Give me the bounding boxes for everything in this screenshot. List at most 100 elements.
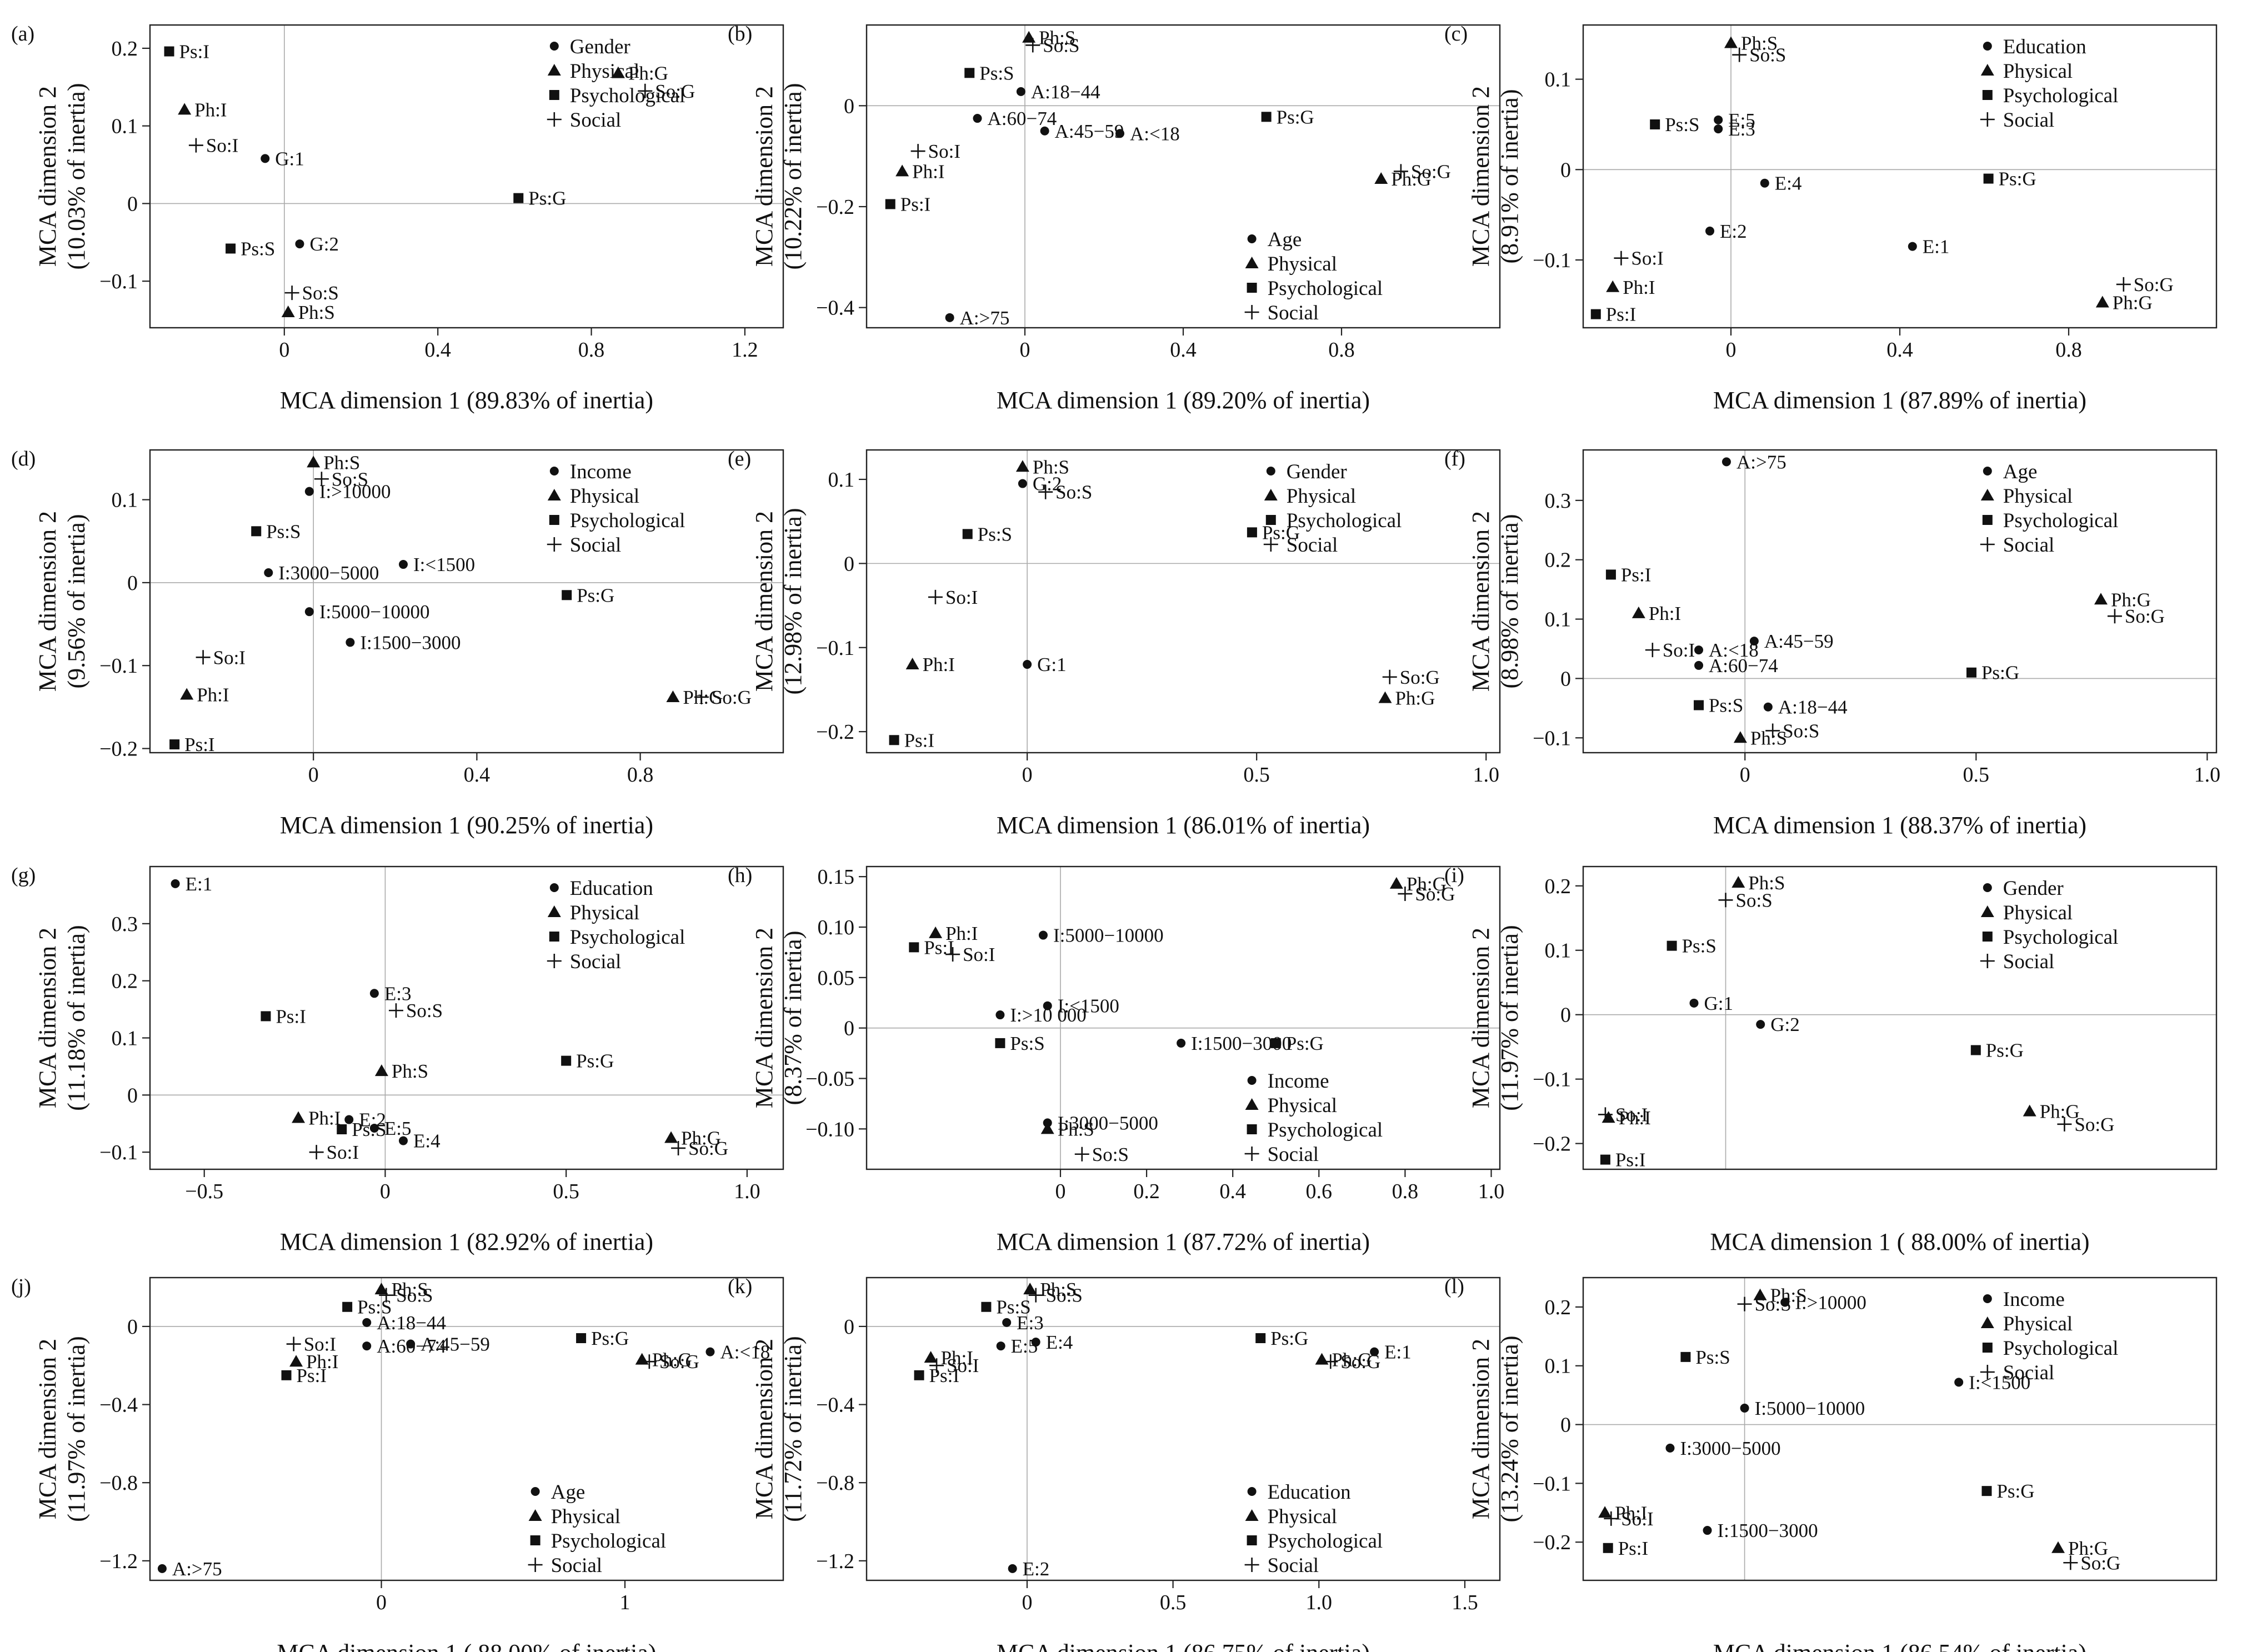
- point-label: Ps:G: [1986, 1039, 2024, 1061]
- y-tick-label: 0: [127, 1315, 138, 1339]
- x-tick-label: 1.0: [2194, 763, 2221, 787]
- data-point: [369, 989, 379, 998]
- point-label: Ps:G: [1996, 1480, 2034, 1502]
- point-label: So:S: [1749, 44, 1786, 66]
- x-tick-label: 1.0: [734, 1180, 760, 1203]
- point-label: So:G: [2134, 274, 2174, 296]
- point-label: Ps:S: [1709, 695, 1743, 717]
- data-point: [1040, 126, 1049, 136]
- data-point: [1323, 1354, 1338, 1369]
- y-axis-label-inertia: (12.98% of inertia): [779, 508, 807, 695]
- point-label: Ph:S: [392, 1060, 428, 1082]
- y-tick-label: −0.2: [1533, 1133, 1571, 1156]
- data-point: [929, 1358, 944, 1373]
- data-point: [1074, 1147, 1089, 1162]
- data-point: [1018, 479, 1027, 488]
- legend-entry: Social: [2003, 1361, 2054, 1384]
- y-axis-label-inertia: (8.91% of inertia): [1496, 89, 1523, 264]
- legend-symbol-plus: [547, 537, 562, 552]
- data-point: [379, 1288, 394, 1303]
- data-point: [664, 1131, 678, 1143]
- data-point: [1604, 1511, 1619, 1526]
- x-axis-label: MCA dimension 1 (87.89% of inertia): [1713, 387, 2086, 414]
- x-tick-label: 1: [620, 1591, 630, 1614]
- data-point: [289, 1355, 303, 1367]
- point-label: I:<1500: [413, 554, 475, 575]
- data-point: [1025, 38, 1040, 53]
- plot-frame: [865, 449, 1501, 754]
- y-tick-label: 0.2: [1545, 875, 1572, 898]
- legend-entry: Physical: [2003, 485, 2073, 508]
- point-label: Ps:S: [241, 238, 275, 259]
- y-tick-label: 0: [1560, 158, 1571, 182]
- data-point: [1315, 1353, 1329, 1365]
- point-label: A:>75: [1736, 451, 1786, 473]
- data-point: [885, 199, 895, 209]
- data-point: [996, 1341, 1005, 1351]
- legend-symbol-circle: [1247, 234, 1257, 243]
- legend-symbol-square: [1982, 1343, 1993, 1353]
- point-label: E:5: [1011, 1335, 1038, 1357]
- data-point: [671, 1140, 686, 1155]
- point-label: Ph:S: [298, 302, 335, 323]
- point-label: I:<1500: [1058, 995, 1119, 1017]
- point-label: Ph:S: [1058, 1118, 1094, 1140]
- point-label: So:I: [213, 647, 246, 668]
- legend-entry: Gender: [2003, 877, 2064, 900]
- data-point: [1598, 1506, 1612, 1518]
- chart-panel-g: (g) −0.1 0 0.1 0.2 0.3 −0.5 0 0.5 1.0 MCA dimensio…: [11, 864, 784, 1255]
- data-point: [1740, 1403, 1749, 1413]
- legend-symbol-plus: [1244, 1558, 1259, 1572]
- point-label: So:G: [2074, 1114, 2114, 1135]
- x-tick-label: 0.8: [1392, 1180, 1419, 1203]
- data-point: [929, 926, 943, 938]
- point-label: Ps:I: [904, 729, 934, 751]
- data-point: [178, 103, 192, 115]
- y-tick-label: −0.1: [1533, 1068, 1571, 1092]
- y-tick-label: −0.2: [99, 738, 138, 761]
- point-label: Ps:S: [1682, 935, 1716, 957]
- x-tick-label: 0.5: [553, 1180, 579, 1203]
- data-point: [171, 879, 180, 888]
- legend-entry: Psychological: [570, 926, 685, 949]
- point-label: A:45−59: [1055, 121, 1124, 142]
- data-point: [1703, 1526, 1712, 1535]
- legend-entry: Psychological: [2003, 926, 2119, 949]
- y-axis-label-inertia: (8.98% of inertia): [1496, 514, 1523, 689]
- y-tick-label: 0.1: [828, 468, 855, 492]
- x-tick-label: 1.2: [732, 338, 758, 362]
- data-point: [2051, 1541, 2065, 1553]
- point-label: Ph:I: [308, 1107, 341, 1129]
- x-tick-label: 0.8: [1328, 338, 1355, 362]
- legend-symbol-triangle: [1980, 489, 1994, 500]
- y-tick-label: 0.2: [1545, 549, 1572, 572]
- point-label: So:S: [1043, 34, 1079, 56]
- legend-entry: Physical: [570, 485, 639, 508]
- data-point: [2063, 1555, 2078, 1570]
- legend-symbol-square: [1247, 1535, 1257, 1545]
- point-label: Ph:S: [323, 452, 360, 473]
- chart-panel-e: (e) −0.2 −0.1 0 0.1 0 0.5 1.0 MCA dimension 1 (8…: [728, 447, 1501, 839]
- y-axis-label-inertia: (11.18% of inertia): [63, 925, 90, 1110]
- point-label: E:3: [384, 983, 412, 1004]
- point-label: So:S: [1055, 482, 1092, 503]
- point-label: Ps:S: [352, 1119, 386, 1140]
- point-label: Ph:G: [1395, 688, 1435, 709]
- data-point: [635, 1353, 649, 1365]
- data-point: [1718, 893, 1733, 908]
- data-point: [1731, 875, 1745, 888]
- y-tick-label: 0.05: [818, 967, 855, 990]
- y-tick-label: 0: [1560, 1004, 1571, 1027]
- x-tick-label: 0.4: [1886, 338, 1913, 362]
- data-point: [1614, 251, 1629, 266]
- point-label: E:2: [1720, 221, 1747, 242]
- data-point: [261, 1011, 271, 1022]
- data-point: [281, 1370, 292, 1380]
- panel-label: (i): [1444, 864, 1464, 887]
- y-axis-label: MCA dimension 2: [34, 928, 61, 1108]
- x-axis-label: MCA dimension 1 (86.01% of inertia): [997, 812, 1370, 839]
- y-tick-label: 0.10: [818, 916, 855, 939]
- y-tick-label: −0.10: [805, 1118, 854, 1141]
- y-tick-label: −0.1: [99, 1141, 138, 1164]
- x-tick-label: 0.5: [1243, 763, 1270, 787]
